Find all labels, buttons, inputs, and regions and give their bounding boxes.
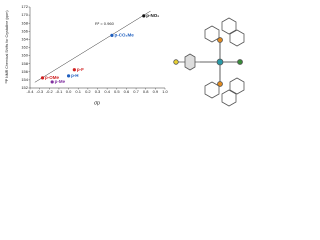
x-tick-label: 0.7 xyxy=(133,89,139,94)
x-tick-label: 0.0 xyxy=(66,89,72,94)
x-tick-label: 0.9 xyxy=(153,89,159,94)
x-tick-label: 0.1 xyxy=(75,89,81,94)
x-tick-label: 0.8 xyxy=(143,89,149,94)
point xyxy=(142,14,146,18)
x-tick-label: -0.2 xyxy=(46,89,54,94)
molecule xyxy=(173,17,245,107)
y-tick-label: 156 xyxy=(21,69,28,74)
y-tick-label: 172 xyxy=(21,4,28,9)
x-tick-label: -0.3 xyxy=(36,89,44,94)
x-tick-label: 0.3 xyxy=(95,89,101,94)
point-label: p-CO₂Me xyxy=(114,33,134,38)
x-axis-label: σp xyxy=(94,100,100,106)
y-axis-label: ³¹P NMR Chemical Shifts for Crystalline … xyxy=(5,10,9,83)
x-tick-label: 1.0 xyxy=(162,89,168,94)
point-label: p-OMe xyxy=(45,75,59,80)
point xyxy=(72,68,76,72)
y-tick-label: 152 xyxy=(21,85,28,90)
point-label: p-H xyxy=(71,73,79,78)
y-tick-label: 160 xyxy=(21,53,28,58)
x-tick-label: 0.4 xyxy=(104,89,110,94)
point-label: p-Me xyxy=(55,79,66,84)
chart: ³¹P NMR Chemical Shifts for Crystalline … xyxy=(5,4,245,107)
point-label: p-F xyxy=(77,67,84,72)
x-tick-label: 0.5 xyxy=(114,89,120,94)
y-tick-label: 158 xyxy=(21,61,28,66)
point-label: p-NO₂ xyxy=(146,13,159,18)
y-tick-label: 168 xyxy=(21,20,28,25)
point xyxy=(40,76,45,80)
x-tick-label: 0.2 xyxy=(85,89,91,94)
y-tick-label: 166 xyxy=(21,28,28,33)
x-tick-label: -0.4 xyxy=(27,89,35,94)
point xyxy=(66,74,71,78)
x-tick-label: 0.6 xyxy=(124,89,130,94)
fit-line xyxy=(34,10,151,83)
x-tick-label: -0.1 xyxy=(55,89,63,94)
y-tick-label: 164 xyxy=(21,36,28,41)
point xyxy=(110,33,114,37)
y-tick-label: 154 xyxy=(21,77,28,82)
point xyxy=(50,80,54,84)
y-tick-label: 170 xyxy=(21,12,28,17)
annotation: R² = 0.960 xyxy=(95,21,115,26)
y-tick-label: 162 xyxy=(21,45,28,50)
